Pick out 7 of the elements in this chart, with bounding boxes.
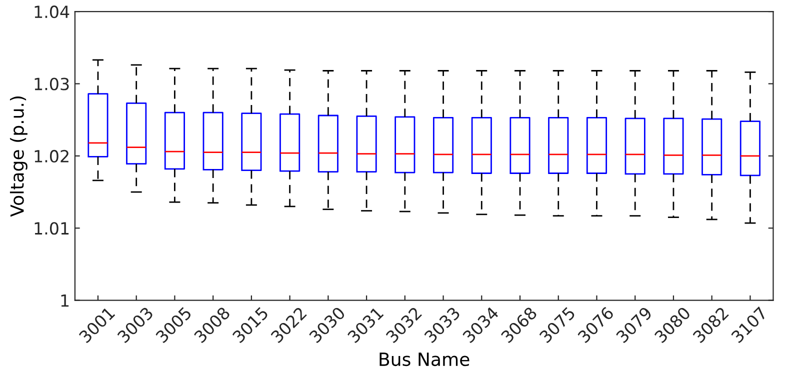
y-tick-label: 1.01 <box>34 222 69 235</box>
y-tick-label: 1 <box>61 294 69 307</box>
y-tick-label: 1.03 <box>34 78 69 90</box>
y-tick-label: 1.04 <box>34 6 70 18</box>
x-axis-title: Bus Name <box>380 352 470 366</box>
y-tick-label: 1.02 <box>34 150 68 162</box>
y-axis-title: Voltage (p.u.) <box>10 96 28 217</box>
